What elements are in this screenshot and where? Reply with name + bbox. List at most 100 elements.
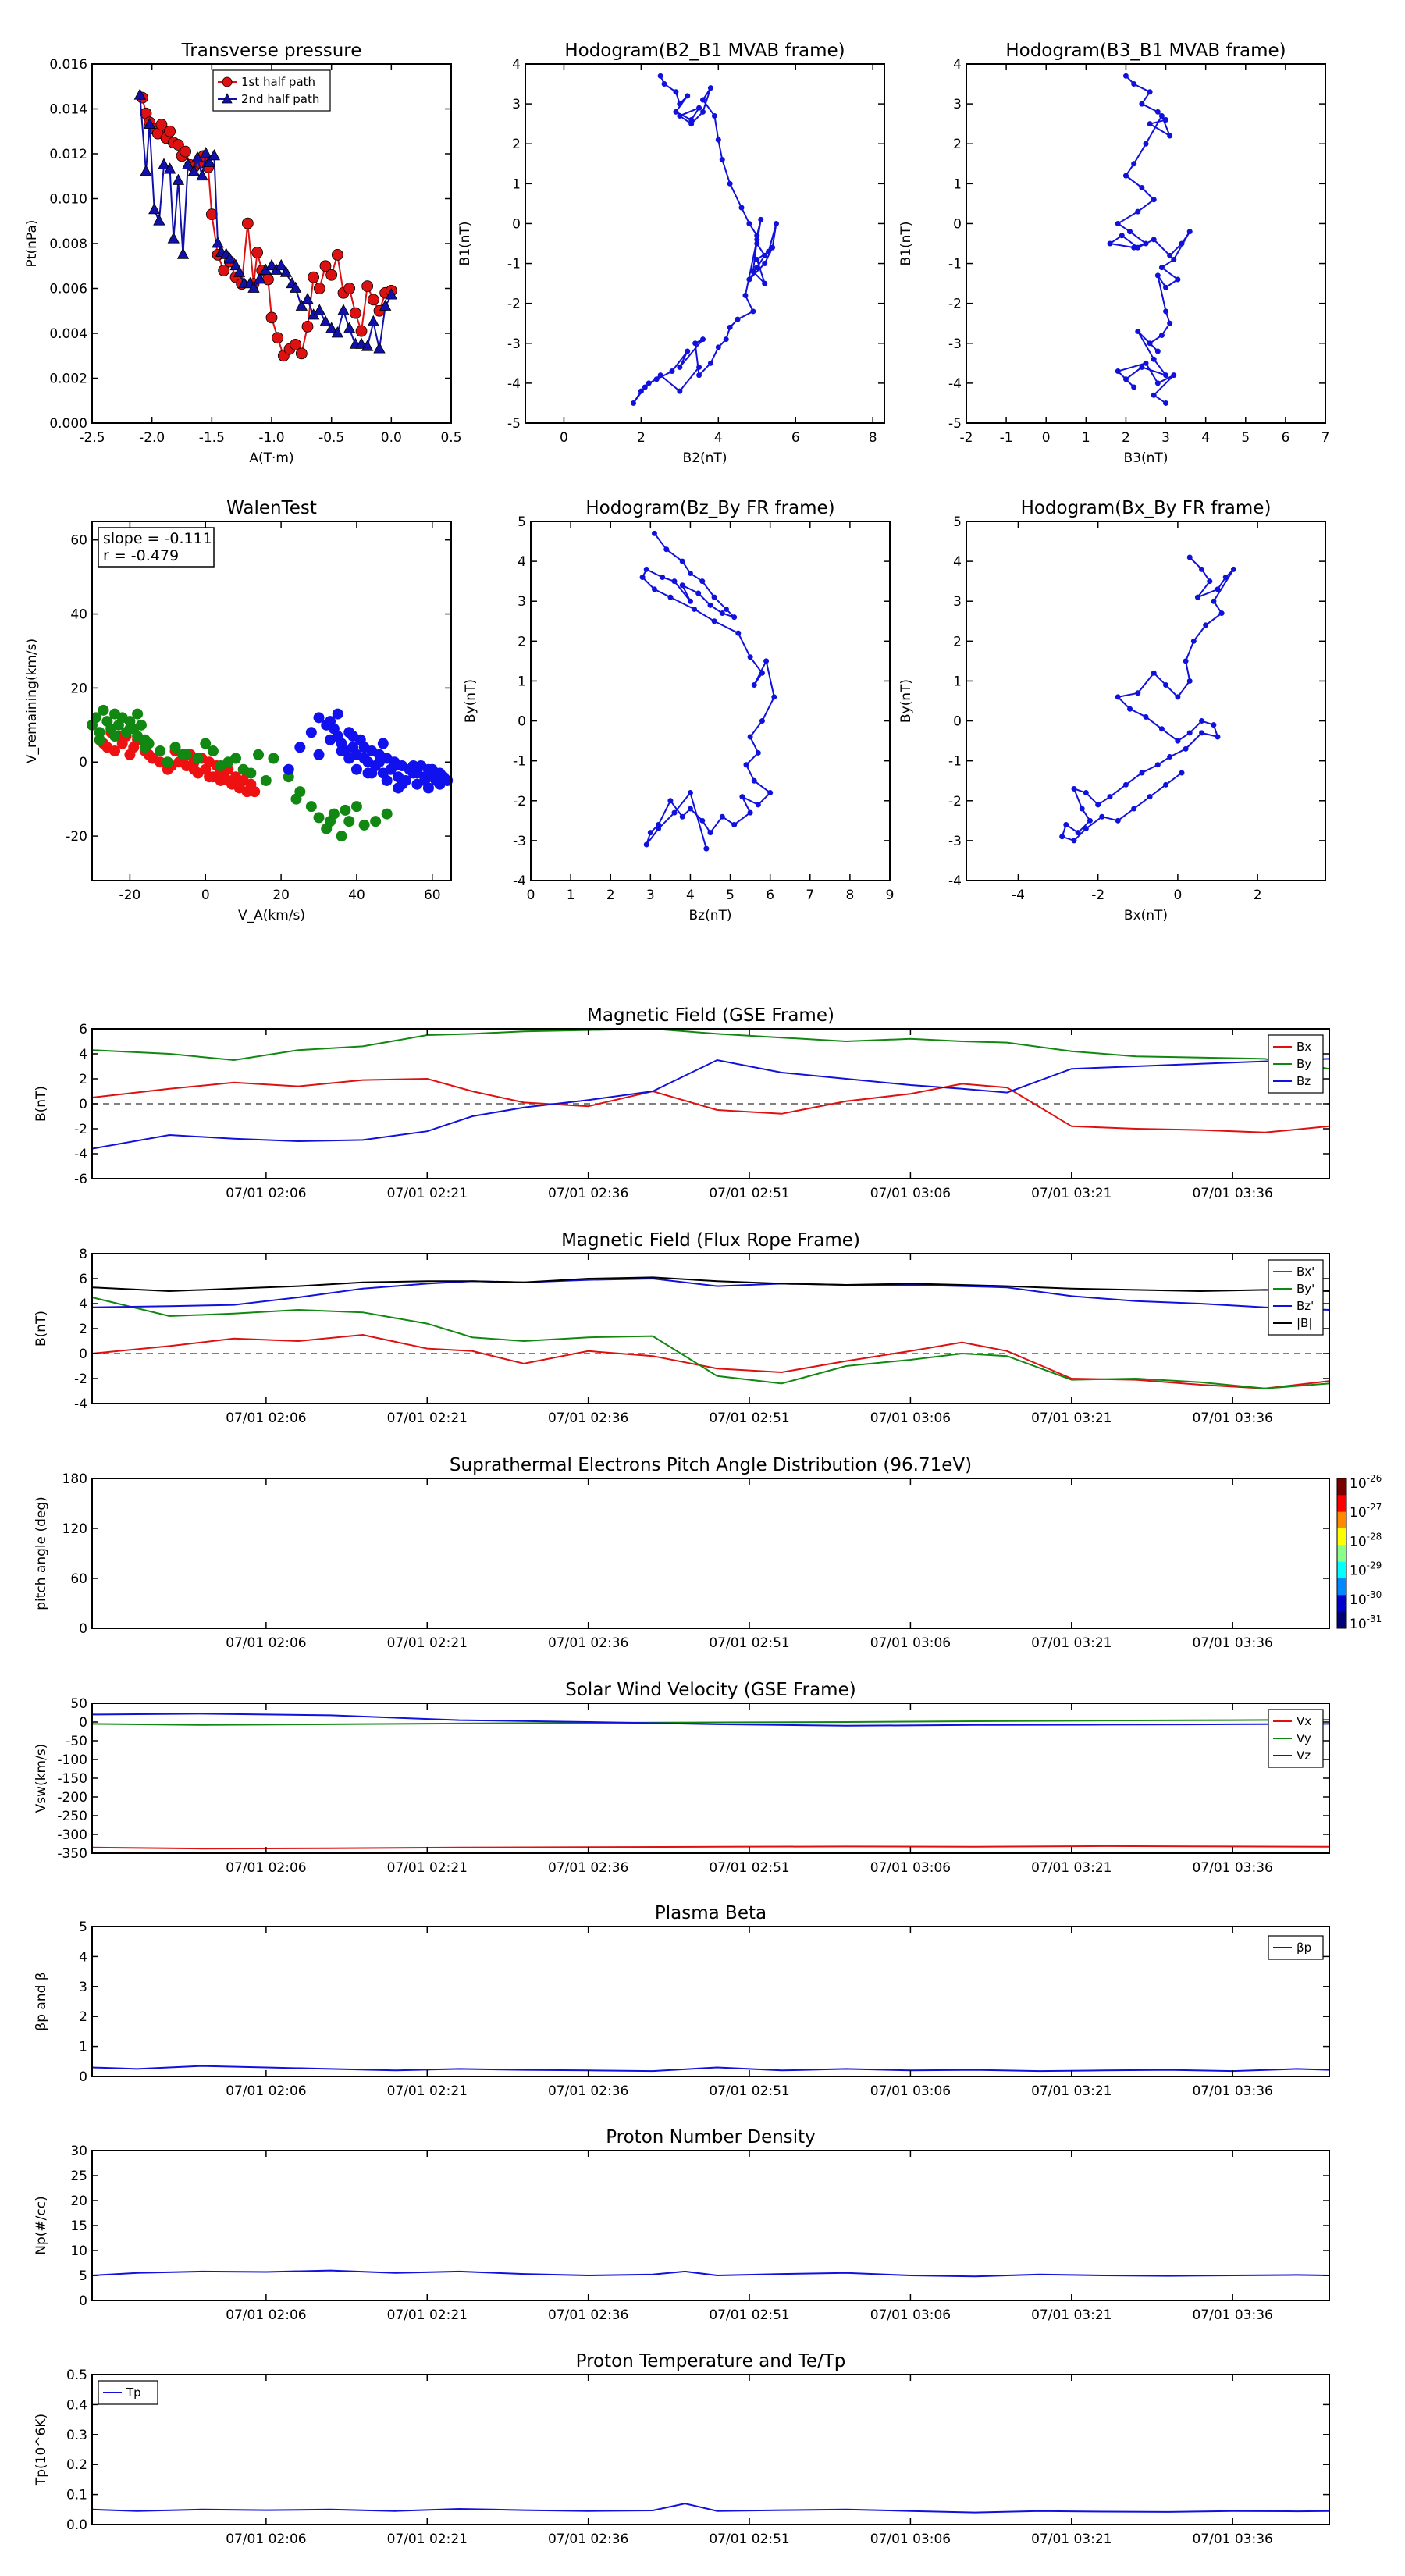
plot-frame [91,2374,1330,2525]
data-point [1171,372,1177,379]
y-tick-label: 1 [953,674,962,689]
y-tick-label: 4 [518,554,526,570]
y-tick-label: 120 [62,1521,87,1537]
data-point [774,220,780,226]
data-point [332,708,343,720]
data-point [656,821,662,827]
colorbar-tick-label: 10-26 [1350,1473,1382,1492]
series-|B| [91,1276,1330,1293]
x-tick-label: 6 [791,430,800,446]
plot-frame [91,1703,1330,1854]
data-point [155,745,166,757]
colorbar-segment [1337,1478,1346,1496]
legend-label: βp [1297,1941,1311,1955]
y-tick-label: -300 [57,1827,87,1843]
data-point [673,89,679,95]
legend-marker [222,76,233,87]
y-axis-label: B(nT) [34,1311,49,1347]
colorbar-segment [1337,1561,1346,1579]
y-tick-label: 0.004 [49,326,87,342]
data-point [140,165,152,176]
y-tick-label: 6 [79,1272,87,1287]
data-point [651,586,657,592]
y-axis-label: By(nT) [463,679,478,723]
y-tick-label: 5 [79,2268,87,2284]
data-point [661,81,667,87]
series-1st half path [136,91,397,362]
data-point [1107,240,1113,247]
data-point [313,304,326,315]
series-0 [630,73,780,406]
data-point [747,809,753,816]
data-point [1135,690,1141,696]
legend-label: Bz [1297,1074,1311,1088]
legend-label: Tp [126,2386,141,2400]
data-point [208,149,221,161]
data-point [260,774,272,786]
data-point [1147,121,1153,127]
data-point [355,325,368,337]
data-point [294,742,306,753]
y-tick-label: -5 [507,416,521,432]
data-point [1147,794,1153,800]
legend-label: Vx [1297,1714,1311,1728]
data-point [643,566,649,572]
data-point [727,180,733,187]
data-point [169,742,181,753]
x-tick-label: -2.5 [79,430,105,446]
data-point [1190,638,1197,644]
data-point [762,261,768,267]
data-point [172,139,184,151]
data-point [1115,220,1121,226]
series-Vx [91,1845,1330,1850]
data-point [361,340,374,351]
chart-hodo4: Hodogram(Bx_By FR frame) -4 -2 0 2 -4 -3 -2 -1 0 1… [898,498,1326,923]
data-point [711,618,717,624]
data-point [723,606,729,612]
data-point [1143,713,1149,720]
data-point [1122,781,1129,788]
data-point [1071,785,1077,792]
y-tick-label: 0 [953,216,962,232]
data-point [313,749,325,760]
series-0 [1059,554,1236,844]
y-tick-label: -2 [513,794,526,809]
legend-label: Bx [1297,1040,1311,1054]
data-point [247,281,260,293]
data-point [350,763,362,775]
x-tick-label: 07/01 02:06 [226,1186,306,1201]
data-point [135,719,147,731]
data-point [163,162,176,174]
x-tick-label: 3 [646,888,655,903]
data-point [700,97,706,103]
data-point [759,670,765,676]
data-point [229,258,242,271]
y-tick-label: 0.016 [49,57,87,73]
data-point [305,727,317,738]
data-point [1171,256,1177,262]
data-point [148,203,161,215]
data-point [233,778,245,790]
x-tick-label: 07/01 02:36 [548,1186,628,1201]
x-tick-label: 4 [686,888,695,903]
series-line [91,1719,1330,1726]
y-tick-label: 6 [79,1022,87,1037]
series-0 [91,2269,1330,2278]
y-tick-label: 5 [518,514,526,530]
y-tick-label: 0 [79,1621,87,1637]
x-axis-label: B3(nT) [1124,450,1168,466]
data-point [762,252,768,258]
data-point [374,756,385,768]
x-tick-label: 07/01 03:21 [1031,2532,1112,2547]
y-tick-label: -250 [57,1809,87,1824]
data-point [1175,276,1181,283]
data-point [325,816,336,827]
data-point [241,786,253,798]
y-tick-label: -1 [948,754,962,770]
data-point [695,590,702,596]
chart-pt: Transverse pressure -2.5 -2.0 -1.5 -1.0 -0.5 0… [24,41,462,466]
data-point [663,546,670,553]
data-point [671,809,678,816]
x-axis-label: B2(nT) [683,450,727,466]
data-point [1230,566,1236,572]
